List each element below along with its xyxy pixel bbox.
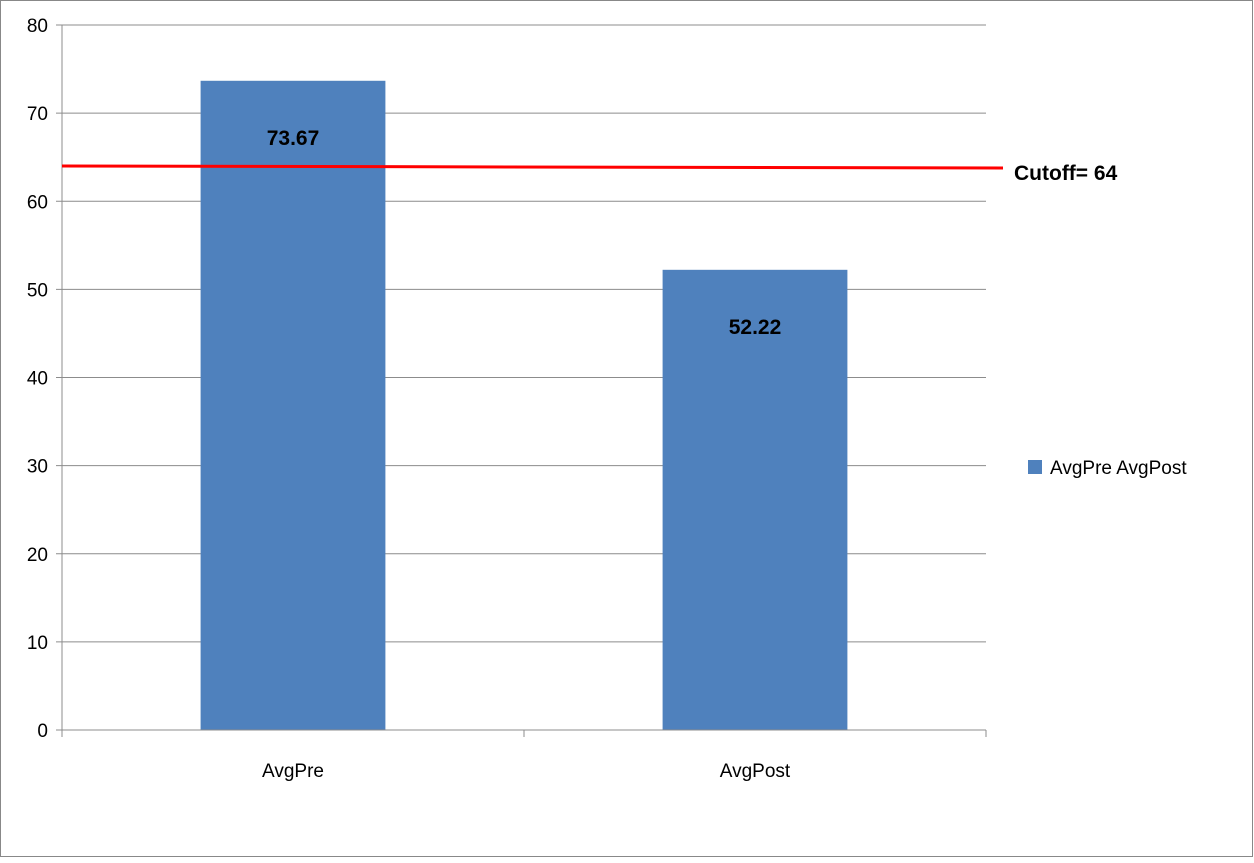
y-tick-label: 60	[27, 192, 48, 213]
axes: 0 10 20 30 40 50 60 70 80 AvgPre AvgPost	[27, 16, 987, 782]
y-tick-label: 40	[27, 369, 48, 390]
bar-avgpre	[200, 80, 386, 730]
legend: AvgPre AvgPost	[1028, 458, 1187, 479]
y-tick-label: 20	[27, 545, 48, 566]
data-label-avgpre: 73.67	[267, 127, 320, 150]
cutoff-line	[61, 164, 1004, 170]
y-tick-label: 80	[27, 16, 48, 37]
cutoff-label: Cutoff= 64	[1014, 162, 1118, 185]
x-tick-label-avgpre: AvgPre	[262, 761, 324, 782]
x-tick-label-avgpost: AvgPost	[720, 761, 791, 782]
y-tick-label: 0	[37, 721, 48, 742]
y-tick-label: 50	[27, 280, 48, 301]
legend-swatch	[1028, 460, 1042, 474]
bars	[200, 80, 848, 730]
data-labels: 73.67 52.22	[267, 127, 782, 339]
y-tick-label: 10	[27, 633, 48, 654]
data-label-avgpost: 52.22	[729, 316, 782, 339]
legend-label: AvgPre AvgPost	[1050, 458, 1187, 479]
y-tick-label: 70	[27, 104, 48, 125]
bar-avgpost	[662, 269, 848, 730]
y-tick-label: 30	[27, 457, 48, 478]
cutoff-reference: Cutoff= 64	[61, 162, 1118, 185]
